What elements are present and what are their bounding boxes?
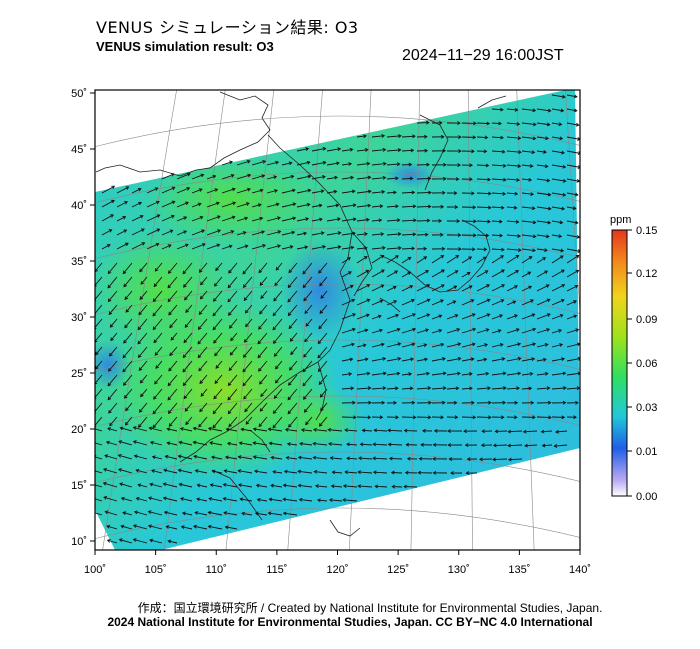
longitude-tick-label: 130˚	[448, 564, 470, 576]
colorbar-label: 0.09	[636, 314, 657, 326]
longitude-tick-label: 105˚	[145, 564, 167, 576]
footer-license: 2024 National Institute for Environmenta…	[107, 615, 593, 629]
longitude-tick-label: 120˚	[326, 564, 348, 576]
longitude-ticks: 100˚ 105˚ 110˚ 115˚ 120˚ 125˚ 130˚ 135˚ 140˚	[84, 550, 591, 576]
colorbar-label: 0.15	[636, 225, 657, 237]
colorbar-label: 0.06	[636, 358, 657, 370]
graticule	[95, 90, 580, 550]
latitude-tick-label: 50˚	[71, 88, 87, 100]
latitude-ticks: 50˚ 45˚ 40˚ 35˚ 30˚ 25˚ 20˚ 15˚ 10˚	[71, 88, 95, 548]
longitude-tick-label: 125˚	[387, 564, 409, 576]
latitude-tick-label: 45˚	[71, 144, 87, 156]
latitude-tick-label: 30˚	[71, 312, 87, 324]
longitude-tick-label: 140˚	[569, 564, 591, 576]
colorbar: ppm 0.15 0.12 0.09 0.06 0.03 0.01 0.00	[610, 214, 657, 503]
title-japanese: VENUS シミュレーション結果: O3	[96, 18, 359, 37]
ozone-map: 100˚ 105˚ 110˚ 115˚ 120˚ 125˚ 130˚ 135˚ 140˚ 50˚…	[71, 88, 657, 576]
colorbar-label: 0.01	[636, 446, 657, 458]
latitude-tick-label: 15˚	[71, 480, 87, 492]
timestamp: 2024−11−29 16:00JST	[402, 47, 564, 64]
longitude-tick-label: 115˚	[266, 564, 287, 576]
colorbar-unit: ppm	[610, 214, 631, 226]
latitude-tick-label: 10˚	[71, 536, 87, 548]
latitude-tick-label: 40˚	[71, 200, 87, 212]
concentration-field	[95, 90, 580, 550]
latitude-tick-label: 20˚	[71, 424, 87, 436]
colorbar-label: 0.03	[636, 402, 657, 414]
longitude-tick-label: 135˚	[508, 564, 530, 576]
longitude-tick-label: 110˚	[206, 564, 227, 576]
coastlines	[95, 91, 507, 537]
wind-vectors	[95, 94, 580, 544]
title-english: VENUS simulation result: O3	[96, 39, 274, 54]
colorbar-label: 0.12	[636, 268, 657, 280]
colorbar-label: 0.00	[636, 491, 657, 503]
latitude-tick-label: 25˚	[71, 368, 87, 380]
longitude-tick-label: 100˚	[84, 564, 106, 576]
latitude-tick-label: 35˚	[71, 256, 87, 268]
footer-credit: 作成：国立環境研究所 / Created by National Institu…	[137, 601, 603, 615]
